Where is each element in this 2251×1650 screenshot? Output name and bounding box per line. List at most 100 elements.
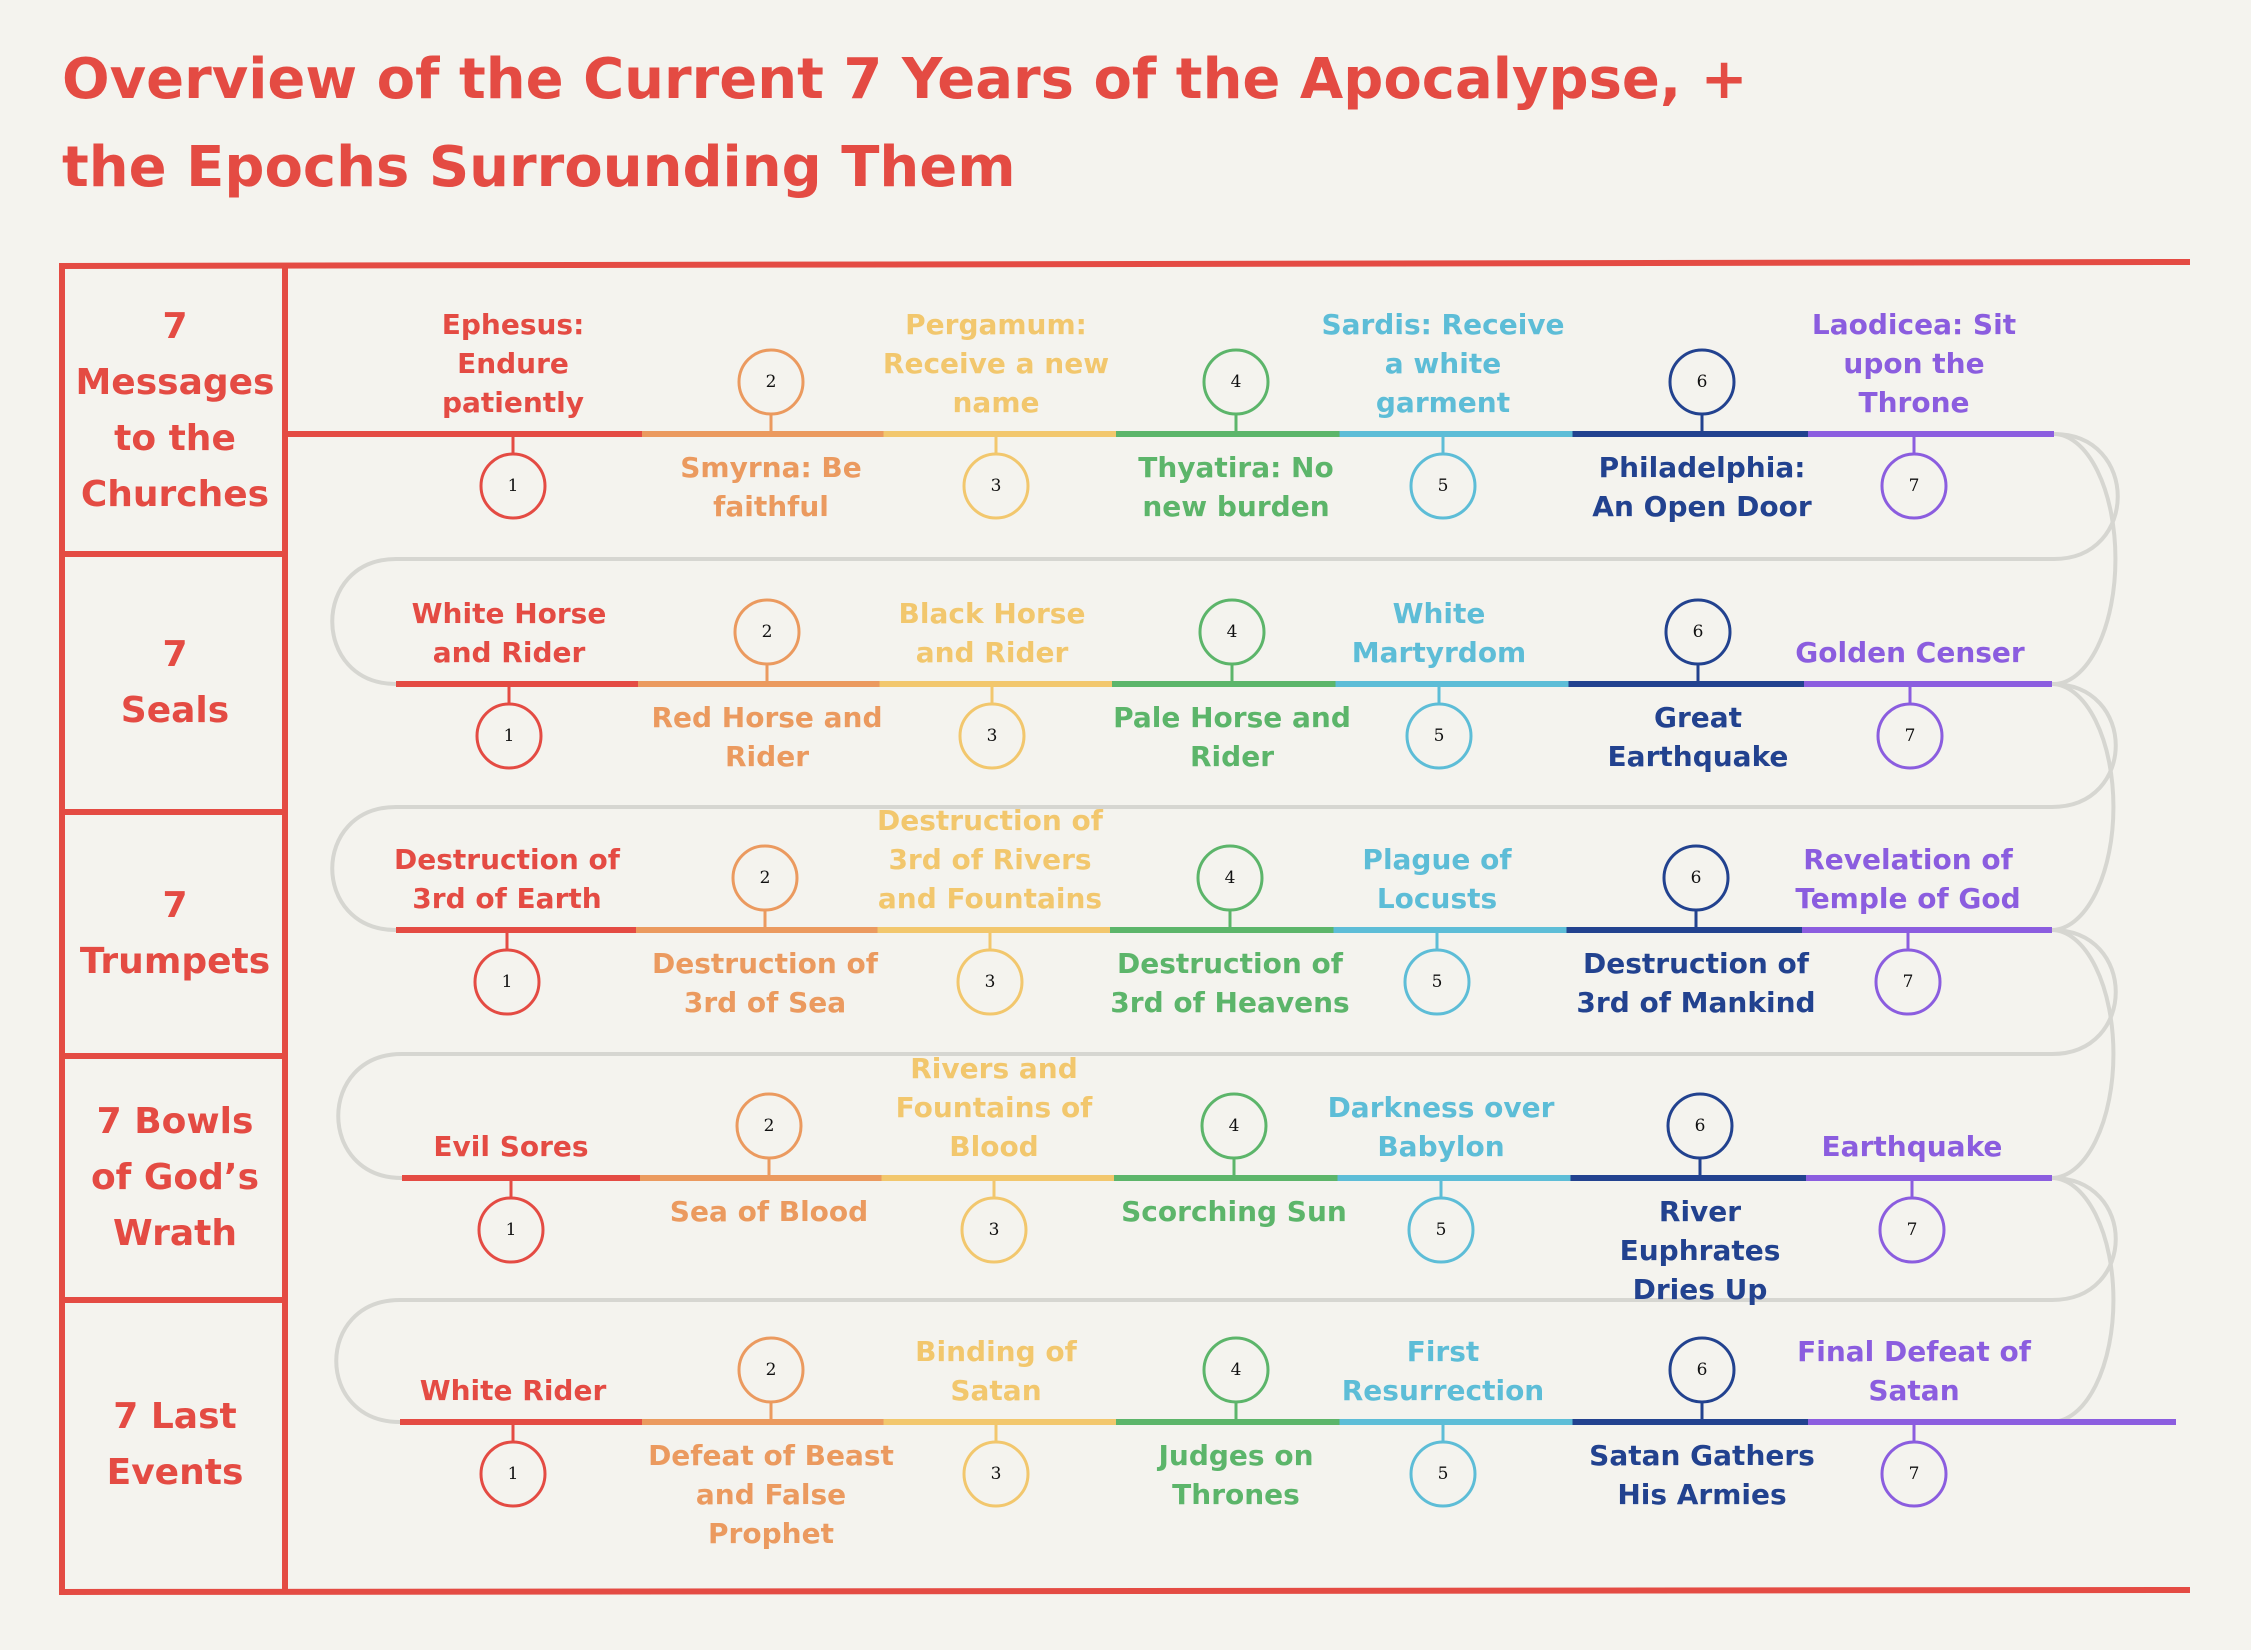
event-number-circle [1874,948,1942,1016]
event-label: Black Horse and Rider [898,597,1086,669]
event-number-circle [1407,1196,1475,1264]
event-label: Pergamum: Receive a new name [882,308,1110,419]
event-number-circle [1409,452,1477,520]
event-number: 2 [765,1360,777,1380]
event-number: 3 [990,1464,1002,1484]
event-number: 4 [1228,1116,1240,1136]
event-number-circle [1409,1440,1477,1508]
event-number: 4 [1230,372,1242,392]
event-number: 5 [1433,726,1445,746]
event-label: Destruction of 3rd of Earth [394,843,620,915]
event-label: Destruction of 3rd of Sea [652,947,878,1019]
event-number-circle [733,598,801,666]
event-label: Rivers and Fountains of Blood [895,1052,1093,1163]
event-number-circle [956,948,1024,1016]
event-label: Sea of Blood [669,1195,869,1228]
event-number: 6 [1696,372,1708,392]
event-label: Great Earthquake [1607,701,1789,773]
event-number-circle [731,844,799,912]
event-number-circle [1668,1336,1736,1404]
event-number: 7 [1902,972,1914,992]
event-label: Sardis: Receive a white garment [1321,308,1565,419]
event-label: Smyrna: Be faithful [680,451,862,523]
event-label: Final Defeat of Satan [1797,1335,2031,1407]
frame-bottom-border [58,1587,2191,1595]
row-snake-connector [334,1176,2118,1424]
event-number: 7 [1908,476,1920,496]
event-number-circle [1405,702,1473,770]
event-label: Earthquake [1821,1130,2003,1163]
row-label: 7 Bowls of God’s Wrath [90,1101,260,1254]
event-number-circle [479,1440,547,1508]
event-number-circle [477,1196,545,1264]
event-number: 1 [507,476,519,496]
event-number-circle [479,452,547,520]
event-label: Philadelphia: An Open Door [1592,451,1812,523]
event-number-circle [1880,452,1948,520]
event-number: 2 [765,372,777,392]
event-label: Plague of Locusts [1362,843,1512,915]
event-number-circle [958,702,1026,770]
row-label: 7 Seals [120,634,230,731]
event-number: 2 [759,868,771,888]
event-number-circle [1198,598,1266,666]
event-number: 7 [1908,1464,1920,1484]
event-label: Binding of Satan [915,1335,1077,1407]
event-number-circle [735,1092,803,1160]
event-number: 6 [1696,1360,1708,1380]
event-number-circle [1880,1440,1948,1508]
event-label: Destruction of 3rd of Heavens [1110,947,1350,1019]
event-number: 3 [984,972,996,992]
row-connector-right [2051,682,2116,932]
event-label: Thyatira: No new burden [1138,451,1334,523]
row-label: 7 Last Events [106,1396,244,1493]
row-label: 7 Messages to the Churches [75,306,275,515]
event-label: River Euphrates Dries Up [1619,1195,1781,1306]
event-number-circle [1878,1196,1946,1264]
event-number: 4 [1226,622,1238,642]
event-number-circle [1196,844,1264,912]
event-number-circle [1202,348,1270,416]
event-number-circle [1664,598,1732,666]
row-snake-connector [336,928,2118,1180]
event-number: 1 [507,1464,519,1484]
event-number-circle [737,348,805,416]
event-number-circle [1403,948,1471,1016]
event-number: 6 [1690,868,1702,888]
event-number: 3 [988,1220,1000,1240]
event-number: 7 [1906,1220,1918,1240]
event-label: Darkness over Babylon [1327,1091,1555,1163]
event-label: Pale Horse and Rider [1113,701,1351,773]
event-label: Evil Sores [433,1130,589,1163]
event-label: Laodicea: Sit upon the Throne [1811,308,2017,419]
row-snake-connector [330,432,2120,686]
event-label: Defeat of Beast and False Prophet [648,1439,894,1550]
event-label: Destruction of 3rd of Rivers and Fountai… [877,804,1103,915]
event-number: 1 [505,1220,517,1240]
event-number: 5 [1435,1220,1447,1240]
event-number: 1 [503,726,515,746]
row-connector-right [2053,432,2118,686]
event-label: First Resurrection [1341,1335,1545,1407]
event-number-circle [962,1440,1030,1508]
event-number-circle [1668,348,1736,416]
event-number: 5 [1437,1464,1449,1484]
event-number: 7 [1904,726,1916,746]
event-number: 3 [986,726,998,746]
event-number: 3 [990,476,1002,496]
event-label: Judges on Thrones [1158,1439,1314,1511]
event-label: Golden Censer [1795,636,2025,669]
row-connector-right [2051,1176,2116,1424]
event-number-circle [962,452,1030,520]
event-number-circle [475,702,543,770]
frame-top-border [58,259,2191,269]
event-number: 5 [1431,972,1443,992]
event-number-circle [1876,702,1944,770]
event-number: 5 [1437,476,1449,496]
event-number-circle [737,1336,805,1404]
event-number: 6 [1692,622,1704,642]
event-number-circle [1202,1336,1270,1404]
event-number-circle [1200,1092,1268,1160]
event-label: Ephesus: Endure patiently [441,308,585,419]
